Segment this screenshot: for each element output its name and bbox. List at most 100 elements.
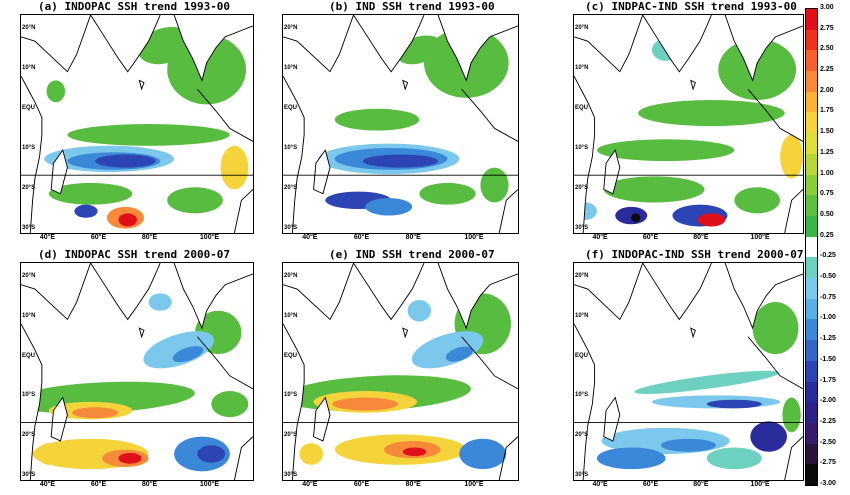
trend-contour	[780, 134, 803, 179]
coastline	[353, 263, 425, 321]
colorbar-label: -2.00	[820, 397, 836, 405]
coastline	[90, 15, 161, 73]
coastline	[21, 263, 92, 321]
coastline	[196, 336, 253, 390]
latitude-label: 20°N	[22, 25, 36, 31]
longitude-label: 60°E	[353, 234, 370, 241]
trend-contour	[167, 187, 223, 214]
latitude-label: 20°N	[575, 25, 589, 31]
colorbar-segment	[806, 319, 817, 341]
longitude-label: 60°E	[642, 481, 659, 488]
latitude-label: EQU	[284, 105, 298, 111]
coastline	[437, 15, 518, 82]
trend-contour	[596, 447, 666, 470]
land-mask	[574, 263, 643, 320]
longitude-label: 100°E	[464, 234, 484, 241]
trend-contour	[752, 302, 799, 355]
trend-contour	[661, 438, 716, 452]
ssh-trend-field	[283, 263, 518, 480]
latitude-label: 10°N	[22, 312, 36, 319]
panel-title: (c) INDPAC-IND SSH trend 1993-00	[585, 0, 797, 13]
trend-contour	[459, 438, 507, 470]
colorbar-label: 2.50	[820, 45, 834, 53]
latitude-label: 20°S	[22, 185, 36, 191]
latitude-label: 10°N	[284, 65, 298, 71]
latitude-label: 30°S	[22, 225, 36, 231]
trend-contour	[137, 26, 192, 65]
trend-contour	[615, 206, 648, 225]
trend-contour	[95, 154, 156, 168]
latitude-label: 20°N	[575, 273, 589, 279]
coastline	[233, 189, 253, 233]
map-area	[20, 14, 254, 234]
colorbar-segment	[806, 29, 817, 51]
trend-contour	[634, 370, 780, 394]
land-mask	[90, 15, 161, 72]
colorbar-label: -1.75	[820, 376, 836, 384]
colorbar-segment	[806, 50, 817, 72]
coastline	[173, 15, 253, 82]
ssh-trend-field	[283, 15, 518, 233]
coastline	[21, 75, 43, 233]
colorbar-label: -1.50	[820, 355, 836, 363]
latitude-label: 30°S	[22, 472, 36, 478]
longitude-label: 80°E	[405, 481, 421, 488]
coastline	[21, 15, 92, 73]
coastline	[233, 436, 253, 480]
longitude-label: 60°E	[90, 481, 107, 488]
trend-contour	[299, 443, 323, 465]
trend-contour	[697, 213, 726, 227]
longitude-label: 80°E	[405, 234, 421, 241]
colorbar-label: 1.50	[820, 128, 834, 136]
coastline	[437, 263, 518, 330]
trend-contour	[167, 34, 247, 105]
colorbar-label: -2.25	[820, 417, 836, 425]
trend-contour	[407, 299, 432, 322]
latitude-label: 10°S	[575, 145, 589, 151]
longitude-label: 100°E	[199, 234, 220, 241]
longitude-label: 60°E	[353, 481, 370, 488]
colorbar-segment	[806, 153, 817, 176]
colorbar-segment	[806, 133, 817, 155]
colorbar-segment	[806, 278, 817, 300]
latitude-label: 20°N	[22, 273, 36, 279]
land-mask	[283, 323, 305, 480]
colorbar-label: 1.25	[820, 148, 834, 156]
colorbar-segment	[806, 257, 817, 279]
trend-contour	[362, 154, 439, 168]
longitude-label: 100°E	[199, 481, 220, 488]
colorbar-segment	[806, 195, 817, 217]
coastline	[642, 263, 712, 321]
trend-contour	[706, 399, 762, 409]
trend-contour	[419, 182, 476, 205]
coastline	[574, 323, 596, 480]
land-mask	[642, 15, 712, 72]
latitude-label: 10°S	[22, 392, 36, 399]
colorbar-segment	[806, 340, 817, 362]
coastline	[313, 396, 331, 442]
colorbar-segment	[806, 174, 817, 196]
colorbar-label: 2.25	[820, 66, 834, 74]
trend-contour	[631, 213, 641, 223]
coastline	[283, 75, 305, 233]
colorbar-segment	[806, 443, 817, 465]
land-mask	[353, 15, 424, 72]
coastline	[603, 149, 621, 195]
latitude-label: 10°S	[284, 392, 298, 399]
colorbar-segment	[806, 298, 817, 320]
colorbar-label: 3.00	[820, 4, 834, 11]
longitude-label: 100°E	[464, 481, 484, 488]
trend-contour	[118, 452, 142, 464]
panel-title: (b) IND SSH trend 1993-00	[329, 0, 495, 13]
coastline	[747, 88, 803, 142]
colorbar-segment	[806, 91, 817, 113]
longitude-label: 40°E	[302, 234, 318, 241]
latitude-label: EQU	[284, 352, 298, 359]
latitude-label: 30°S	[284, 225, 298, 231]
longitude-label: 40°E	[592, 481, 608, 488]
latitude-label: 20°S	[575, 432, 589, 439]
land-mask	[174, 15, 253, 81]
trend-contour	[718, 38, 797, 101]
trend-contour	[706, 447, 762, 470]
coastline	[498, 189, 518, 233]
